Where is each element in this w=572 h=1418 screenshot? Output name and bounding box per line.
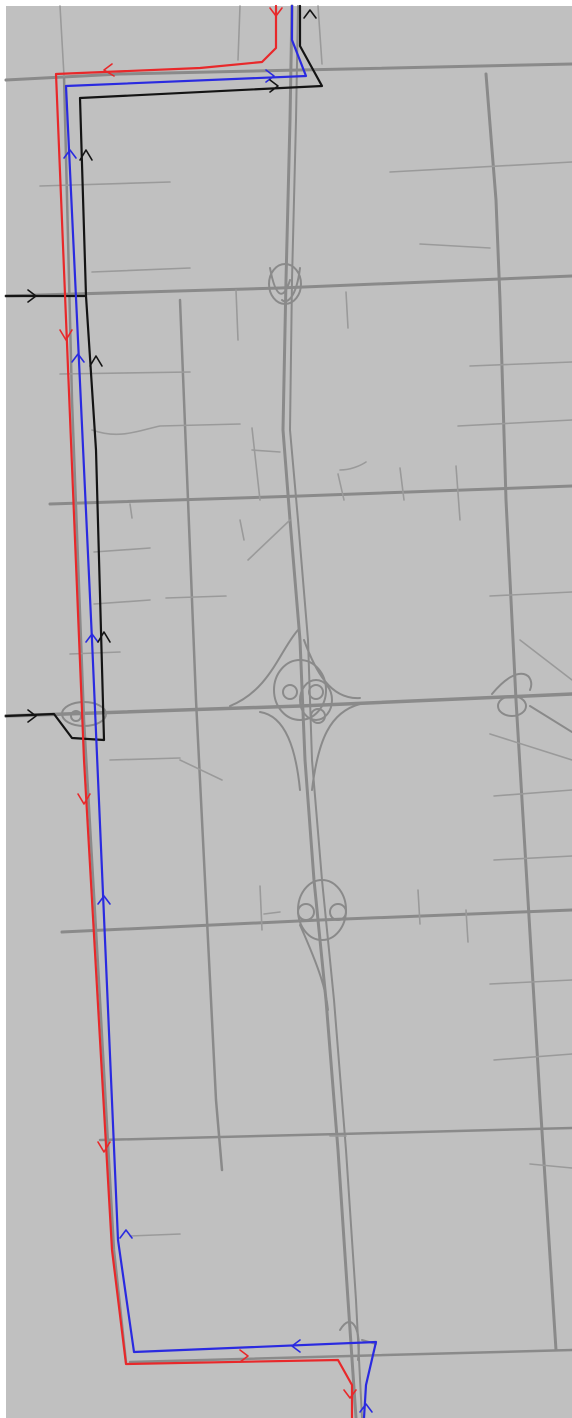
interchange-north <box>268 263 302 305</box>
red-route <box>54 4 354 1418</box>
direction-arrow-icon <box>27 7 373 1413</box>
blue-route <box>64 4 378 1418</box>
highway-main <box>281 4 358 1418</box>
black-route <box>4 4 324 742</box>
highway-parallel <box>289 5 363 1418</box>
road-network <box>4 4 572 1418</box>
interchange-central <box>229 629 361 791</box>
road-ns-west <box>62 74 128 1364</box>
minor-streets <box>39 5 572 1237</box>
interchange-east <box>491 672 572 733</box>
road-ew-5 <box>60 908 572 934</box>
road-ns-east <box>484 72 558 1352</box>
interchange-south <box>297 879 347 1011</box>
road-ns-midwest <box>178 298 224 1172</box>
road-ew-6 <box>98 1126 572 1142</box>
road-ew-2 <box>4 274 572 298</box>
road-ew-3 <box>48 484 572 506</box>
interchange-west <box>61 701 107 727</box>
routes <box>4 4 378 1418</box>
